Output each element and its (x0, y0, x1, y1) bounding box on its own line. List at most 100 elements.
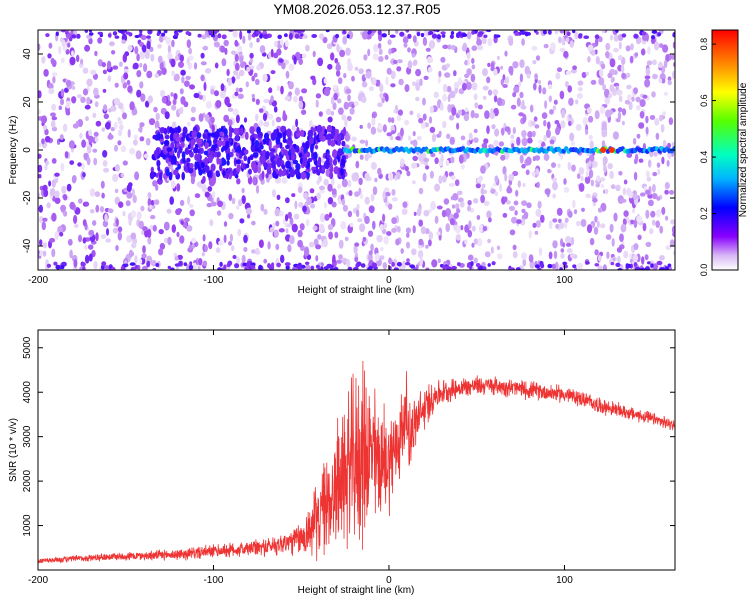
heatmap-cell-1311 (400, 248, 404, 254)
heatmap-cell-885 (570, 237, 575, 246)
heatmap-cell-1629 (444, 72, 451, 78)
heatmap-cell-777 (379, 224, 384, 231)
heatmap-cell-657 (235, 114, 240, 124)
heatmap-cell-2897 (466, 264, 471, 268)
heatmap-cell-509 (672, 231, 675, 238)
heatmap-cell-1855 (656, 196, 661, 201)
heatmap-cell-1302 (133, 139, 138, 146)
heatmap-cell-1873 (297, 239, 303, 248)
heatmap-cell-1498 (429, 105, 434, 114)
heatmap-cell-1606 (127, 44, 133, 52)
heatmap-cell-1405 (272, 189, 276, 198)
heatmap-cell-1084 (575, 123, 582, 131)
heatmap-cell-119 (103, 113, 110, 120)
colorbar-ticks: 0.00.20.40.60.8 (699, 38, 716, 276)
heatmap-cell-564 (670, 219, 675, 225)
heatmap-cell-2154 (180, 220, 184, 226)
heatmap-cell-1253 (125, 200, 131, 207)
heatmap-cell-2952 (246, 262, 251, 268)
heatmap-cell-1872 (338, 198, 342, 205)
heatmap-cell-1890 (169, 196, 174, 205)
heatmap-cell-458 (204, 244, 208, 253)
heatmap-cell-358 (604, 96, 611, 105)
heatmap-cell-2332 (317, 156, 322, 165)
heatmap-cell-2694 (213, 143, 218, 149)
heatmap-cell-1846 (645, 170, 650, 178)
heatmap-cell-1862 (88, 253, 93, 262)
heatmap-cell-384 (543, 43, 549, 49)
heatmap-cell-1365 (404, 84, 410, 93)
heatmap-cell-2548 (223, 128, 228, 136)
heatmap-cell-2011 (101, 127, 106, 132)
heatmap-cell-846 (464, 59, 468, 66)
heatmap-cell-216 (127, 129, 131, 138)
heatmap-cell-2637 (207, 154, 213, 164)
heatmap-cell-1484 (490, 188, 496, 194)
heatmap-cell-1254 (558, 36, 562, 44)
heatmap-cell-81 (415, 96, 420, 102)
heatmap-cell-1861 (174, 55, 179, 62)
heatmap-cell-616 (496, 245, 501, 251)
heatmap-cell-2949 (101, 261, 107, 267)
heatmap-cell-341 (86, 78, 93, 87)
heatmap-cell-1458 (190, 175, 195, 185)
heatmap-cell-2074 (645, 126, 649, 135)
heatmap-cell-726 (428, 116, 433, 124)
heatmap-cell-2110 (652, 171, 658, 177)
heatmap-cell-1180 (586, 224, 593, 234)
heatmap-cell-499 (644, 78, 651, 88)
heatmap-cell-1132 (211, 190, 216, 199)
heatmap-cell-2066 (146, 40, 151, 50)
heatmap-cell-2671 (275, 135, 281, 145)
heatmap-cell-2748 (82, 266, 86, 270)
heatmap-cell-778 (65, 48, 70, 55)
heatmap-cell-1184 (219, 90, 226, 99)
heatmap-cell-143 (170, 92, 174, 97)
heatmap-cell-1998 (104, 213, 108, 222)
heatmap-cell-2179 (107, 208, 114, 214)
heatmap-cell-700 (637, 234, 642, 240)
heatmap-cell-2920 (120, 265, 125, 270)
heatmap-cell-2555 (269, 151, 274, 158)
heatmap-cell-1669 (502, 84, 508, 88)
colorbar-tick-label-0: 0.0 (699, 264, 709, 277)
heatmap-cell-2027 (338, 254, 343, 260)
heatmap-cell-2884 (651, 35, 655, 40)
heatmap-cell-2908 (485, 30, 492, 33)
heatmap-cell-1797 (621, 72, 626, 79)
heatmap-cell-484 (93, 157, 98, 166)
heatmap-cell-1031 (500, 128, 504, 134)
heatmap-cell-1751 (604, 188, 609, 195)
heatmap-cell-1226 (42, 242, 48, 249)
heatmap-cell-2466 (329, 139, 336, 147)
heatmap-cell-2762 (451, 265, 457, 270)
heatmap-cell-1312 (344, 118, 348, 128)
heatmap-cell-2737 (310, 265, 315, 270)
heatmap-cell-1389 (512, 170, 519, 177)
heatmap-cell-1883 (490, 62, 495, 72)
heatmap-cell-2544 (245, 163, 250, 169)
heatmap-cell-888 (521, 137, 528, 147)
heatmap-cell-2795 (493, 34, 498, 39)
heatmap-cell-89 (406, 258, 410, 263)
heatmap-cell-333 (370, 126, 377, 135)
heatmap-cell-1163 (82, 88, 89, 96)
heatmap-cell-2033 (260, 203, 265, 212)
heatmap-cell-708 (173, 252, 178, 258)
heatmap-cell-2076 (202, 175, 206, 184)
heatmap-cell-1256 (251, 97, 256, 103)
heatmap-cell-172 (633, 243, 639, 251)
heatmap-cell-1820 (621, 108, 627, 116)
heatmap-cell-1428 (120, 145, 127, 153)
heatmap-cell-1860 (600, 184, 605, 189)
heatmap-cell-2640 (273, 129, 278, 137)
heatmap-cell-2924 (651, 30, 658, 34)
heatmap-cell-645 (237, 228, 242, 237)
heatmap-cell-1674 (559, 30, 565, 34)
heatmap-cell-2665 (300, 171, 307, 180)
heatmap-cell-752 (332, 102, 337, 110)
heatmap-cell-353 (327, 63, 333, 70)
heatmap-cell-2500 (306, 160, 311, 170)
heatmap-cell-1400 (578, 182, 585, 192)
heatmap-cell-1007 (510, 134, 515, 140)
